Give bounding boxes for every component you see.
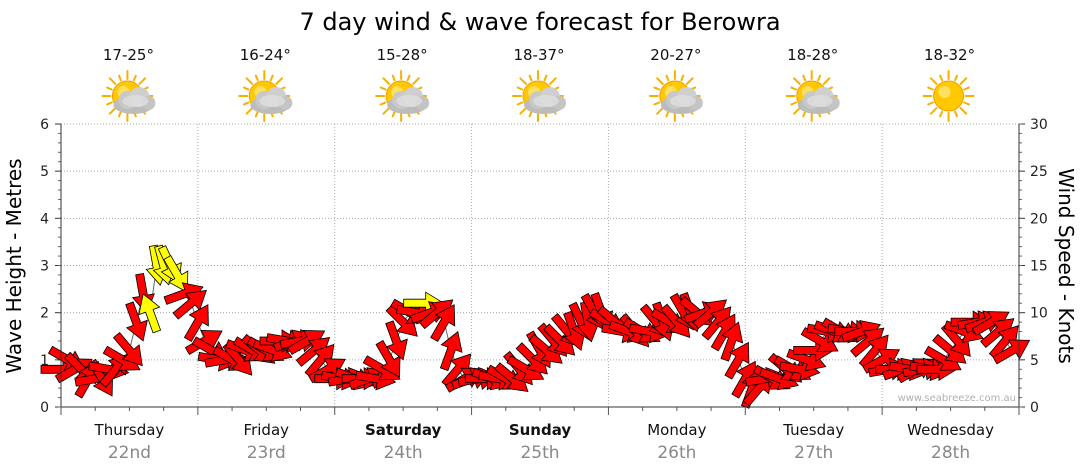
day-date-label: 25th <box>520 443 559 463</box>
day-date-label: 24th <box>384 443 423 463</box>
sun-rays <box>922 70 975 122</box>
right-axis-ticks: 0 5 10 15 20 25 30 <box>1019 117 1048 416</box>
temperature-label: 18-32° <box>924 46 975 64</box>
day-name-label: Sunday <box>509 421 572 439</box>
wind-arrow <box>222 341 253 376</box>
right-axis-title: Wind Speed - Knots <box>1054 168 1078 364</box>
wind-arrow <box>183 304 209 342</box>
partly-cloudy-icon <box>785 70 840 122</box>
left-tick-label: 4 <box>40 211 49 227</box>
wind-arrow <box>430 304 456 342</box>
cloud-shape <box>797 87 840 114</box>
left-tick-label: 6 <box>40 117 49 133</box>
partly-cloudy-icon <box>512 70 566 122</box>
temperature-label: 17-25° <box>103 46 154 64</box>
wind-arrow <box>172 289 207 320</box>
watermark: www.seabreeze.com.au <box>898 393 1016 404</box>
sunny-icon <box>922 70 975 122</box>
wind-arrow <box>375 339 401 378</box>
wind-arrow <box>163 255 189 293</box>
left-axis-title: Wave Height - Metres <box>2 158 26 373</box>
day-date-label: 27th <box>794 443 833 463</box>
temperature-label: 16-24° <box>240 46 291 64</box>
left-tick-label: 2 <box>40 306 49 322</box>
day-name-label: Tuesday <box>782 421 844 439</box>
x-axis-labels: Thursday 22nd Friday 23rd Saturday 24th Sunday… <box>60 407 1020 463</box>
wind-arrow <box>385 320 408 361</box>
left-axis-ticks: 0 1 2 3 4 5 6 <box>40 117 61 416</box>
day-date-label: 23rd <box>247 443 286 463</box>
partly-cloudy-icon <box>238 70 293 122</box>
grid-lines <box>61 123 1019 407</box>
right-tick-label: 5 <box>1030 353 1039 369</box>
wind-arrow <box>724 341 750 380</box>
left-tick-label: 5 <box>40 164 49 180</box>
cloud-shape <box>524 87 566 114</box>
wind-arrow <box>125 301 148 342</box>
partly-cloudy-icon <box>375 70 430 122</box>
left-tick-label: 3 <box>40 259 49 275</box>
chart-title: 7 day wind & wave forecast for Berowra <box>299 8 780 36</box>
day-date-label: 28th <box>931 443 970 463</box>
cloud-shape <box>250 87 293 114</box>
partly-cloudy-icon <box>101 70 156 122</box>
right-tick-label: 30 <box>1030 117 1048 133</box>
right-tick-label: 0 <box>1030 400 1039 416</box>
day-name-label: Saturday <box>365 421 442 439</box>
day-name-label: Friday <box>244 421 290 439</box>
wind-arrow <box>720 321 744 362</box>
right-tick-label: 15 <box>1030 259 1048 275</box>
partly-cloudy-icon <box>648 70 703 122</box>
wind-arrow <box>138 293 162 334</box>
wind-arrows <box>40 244 1031 409</box>
temperature-label: 18-28° <box>787 46 838 64</box>
plot-area: 0 1 2 3 4 5 6 0 5 10 15 20 25 30 www.seabreeze.com.a… <box>40 117 1048 416</box>
right-tick-label: 20 <box>1030 211 1048 227</box>
cloud-shape <box>387 87 430 114</box>
cloud-shape <box>113 87 156 114</box>
day-headers: 17-25° 16-24° 15-28° 18-37° 20-27° 18-28° 18-3… <box>101 46 975 122</box>
day-name-label: Wednesday <box>907 421 994 439</box>
day-date-label: 26th <box>657 443 696 463</box>
temperature-label: 18-37° <box>513 46 564 64</box>
temperature-label: 20-27° <box>650 46 701 64</box>
left-tick-label: 0 <box>40 400 49 416</box>
right-tick-label: 10 <box>1030 306 1048 322</box>
day-name-label: Monday <box>647 421 706 439</box>
wind-arrow <box>940 322 971 357</box>
right-tick-label: 25 <box>1030 164 1048 180</box>
wind-arrow <box>112 331 143 367</box>
wind-arrow <box>439 330 463 372</box>
day-date-label: 22nd <box>108 443 151 463</box>
cloud-shape <box>660 87 703 114</box>
wind-arrow <box>800 326 839 352</box>
wind-arrow <box>992 339 1031 365</box>
day-name-label: Thursday <box>94 421 165 439</box>
temperature-label: 15-28° <box>377 46 428 64</box>
sun-rays <box>101 70 154 122</box>
left-tick-label: 1 <box>40 353 49 369</box>
